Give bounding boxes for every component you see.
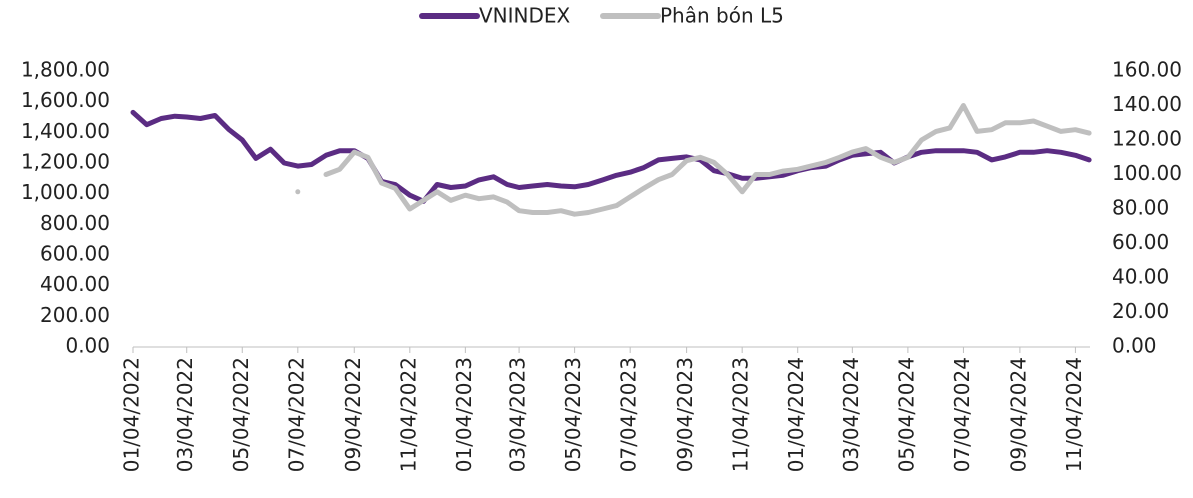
x-tick-label: 05/04/2022: [229, 357, 253, 472]
x-tick-label: 05/04/2023: [561, 357, 585, 472]
y-tick-label: 400.00: [40, 272, 110, 296]
y-tick-label: 800.00: [40, 211, 110, 235]
series-line: [295, 103, 1092, 217]
y-tick-label: 1,200.00: [21, 150, 110, 174]
y-tick-label: 1,000.00: [21, 180, 110, 204]
y-tick-label: 600.00: [40, 242, 110, 266]
y-tick-label: 1,800.00: [21, 58, 110, 82]
x-tick-label: 07/04/2022: [284, 357, 308, 472]
x-tick-label: 09/04/2023: [673, 357, 697, 472]
y2-tick-label: 80.00: [1112, 196, 1169, 220]
y-tick-label: 0.00: [65, 334, 110, 358]
y2-tick-label: 0.00: [1112, 334, 1157, 358]
y2-tick-label: 100.00: [1112, 161, 1182, 185]
y2-tick-label: 120.00: [1112, 127, 1182, 151]
y-tick-label: 1,400.00: [21, 119, 110, 143]
y-tick-label: 200.00: [40, 303, 110, 327]
legend-label: VNINDEX: [479, 4, 571, 28]
x-tick-label: 07/04/2024: [950, 357, 974, 472]
x-tick-label: 11/04/2024: [1062, 357, 1086, 472]
legend-label: Phân bón L5: [660, 4, 784, 28]
x-tick-label: 09/04/2024: [1006, 357, 1030, 472]
y2-tick-label: 140.00: [1112, 92, 1182, 116]
y2-tick-label: 60.00: [1112, 230, 1169, 254]
y-tick-label: 1,600.00: [21, 88, 110, 112]
x-tick-label: 01/04/2024: [784, 357, 808, 472]
y2-tick-label: 40.00: [1112, 265, 1169, 289]
x-tick-label: 03/04/2022: [173, 357, 197, 472]
x-tick-label: 01/04/2022: [120, 357, 144, 472]
x-tick-label: 05/04/2024: [894, 357, 918, 472]
y2-tick-label: 20.00: [1112, 299, 1169, 323]
x-tick-label: 11/04/2023: [729, 357, 753, 472]
x-tick-label: 01/04/2023: [452, 357, 476, 472]
series-line: [130, 109, 1092, 204]
x-tick-label: 09/04/2022: [341, 357, 365, 472]
x-tick-label: 11/04/2022: [396, 357, 420, 472]
y2-tick-label: 160.00: [1112, 58, 1182, 82]
x-tick-label: 03/04/2024: [839, 357, 863, 472]
x-tick-label: 03/04/2023: [506, 357, 530, 472]
x-tick-label: 07/04/2023: [617, 357, 641, 472]
